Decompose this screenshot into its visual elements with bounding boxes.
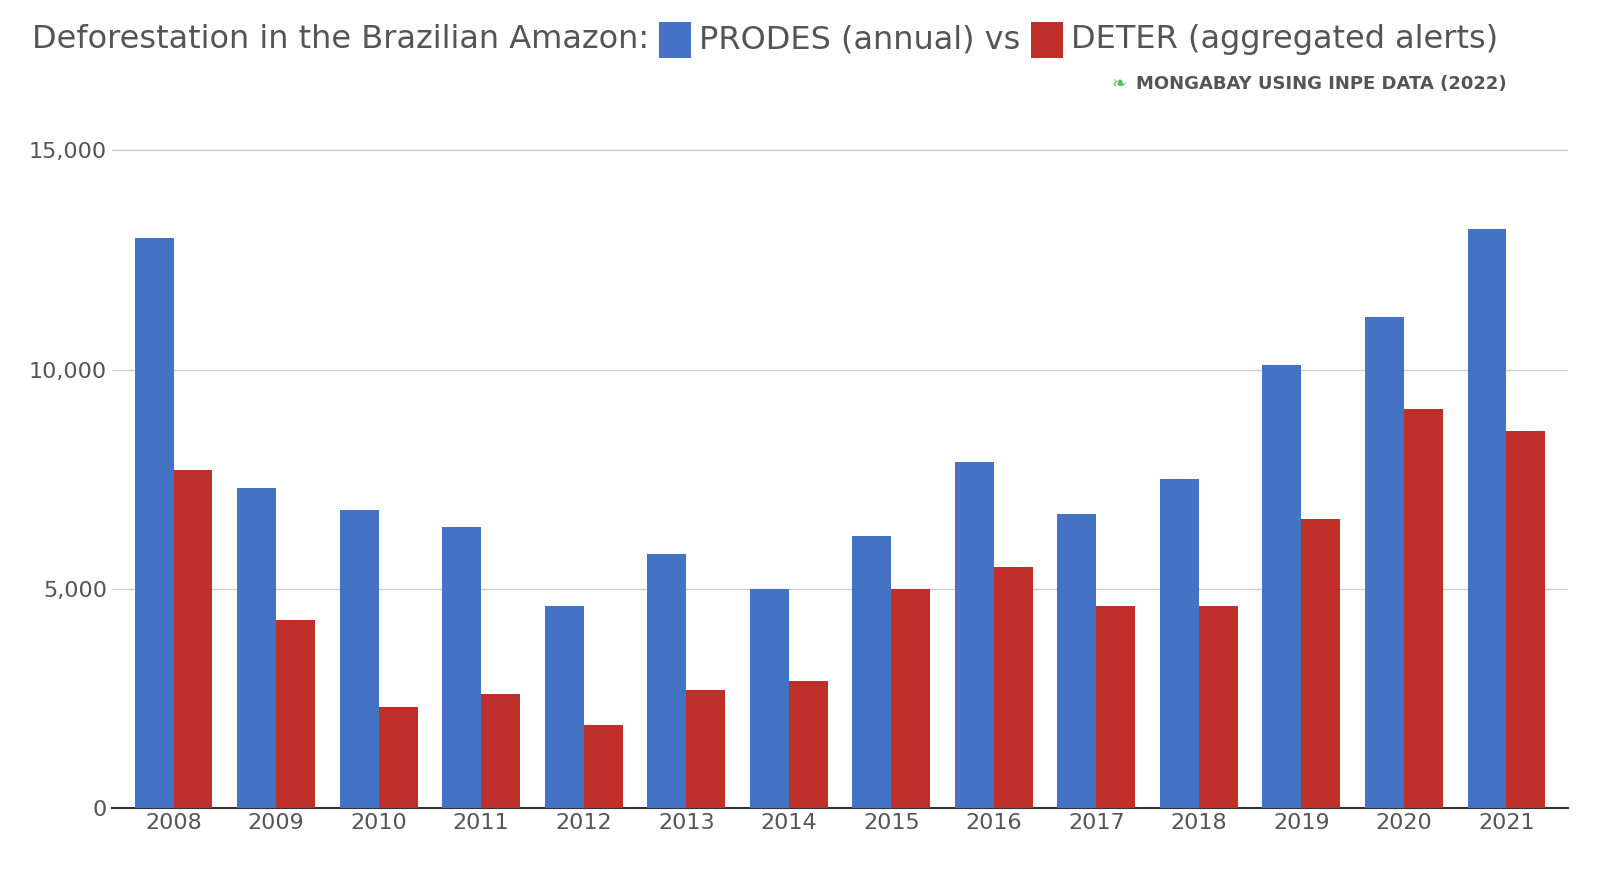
Text: PRODES (annual) vs: PRODES (annual) vs: [699, 25, 1030, 55]
Bar: [339, 510, 379, 808]
Bar: [955, 462, 994, 808]
Bar: [1058, 514, 1096, 808]
Text: DETER (aggregated alerts): DETER (aggregated alerts): [1070, 25, 1498, 55]
Bar: [1467, 229, 1507, 808]
Bar: [1403, 409, 1443, 808]
Text: MONGABAY USING INPE DATA (2022): MONGABAY USING INPE DATA (2022): [1136, 75, 1507, 93]
Text: ❧: ❧: [1112, 75, 1126, 93]
Bar: [482, 694, 520, 808]
Bar: [853, 536, 891, 808]
Bar: [1365, 317, 1403, 808]
Bar: [750, 589, 789, 808]
Bar: [1301, 519, 1341, 808]
Bar: [1198, 607, 1238, 808]
Bar: [544, 607, 584, 808]
Bar: [134, 238, 173, 808]
Bar: [789, 681, 827, 808]
Bar: [1160, 480, 1198, 808]
Bar: [442, 527, 482, 808]
Bar: [379, 707, 418, 808]
Text: Deforestation in the Brazilian Amazon:: Deforestation in the Brazilian Amazon:: [32, 25, 659, 55]
Bar: [1262, 365, 1301, 808]
Bar: [173, 471, 213, 808]
Bar: [994, 567, 1032, 808]
Bar: [237, 488, 277, 808]
Bar: [277, 620, 315, 808]
Bar: [648, 554, 686, 808]
Bar: [891, 589, 930, 808]
Bar: [584, 725, 622, 808]
Bar: [686, 690, 725, 808]
Bar: [1096, 607, 1136, 808]
Bar: [1507, 431, 1546, 808]
